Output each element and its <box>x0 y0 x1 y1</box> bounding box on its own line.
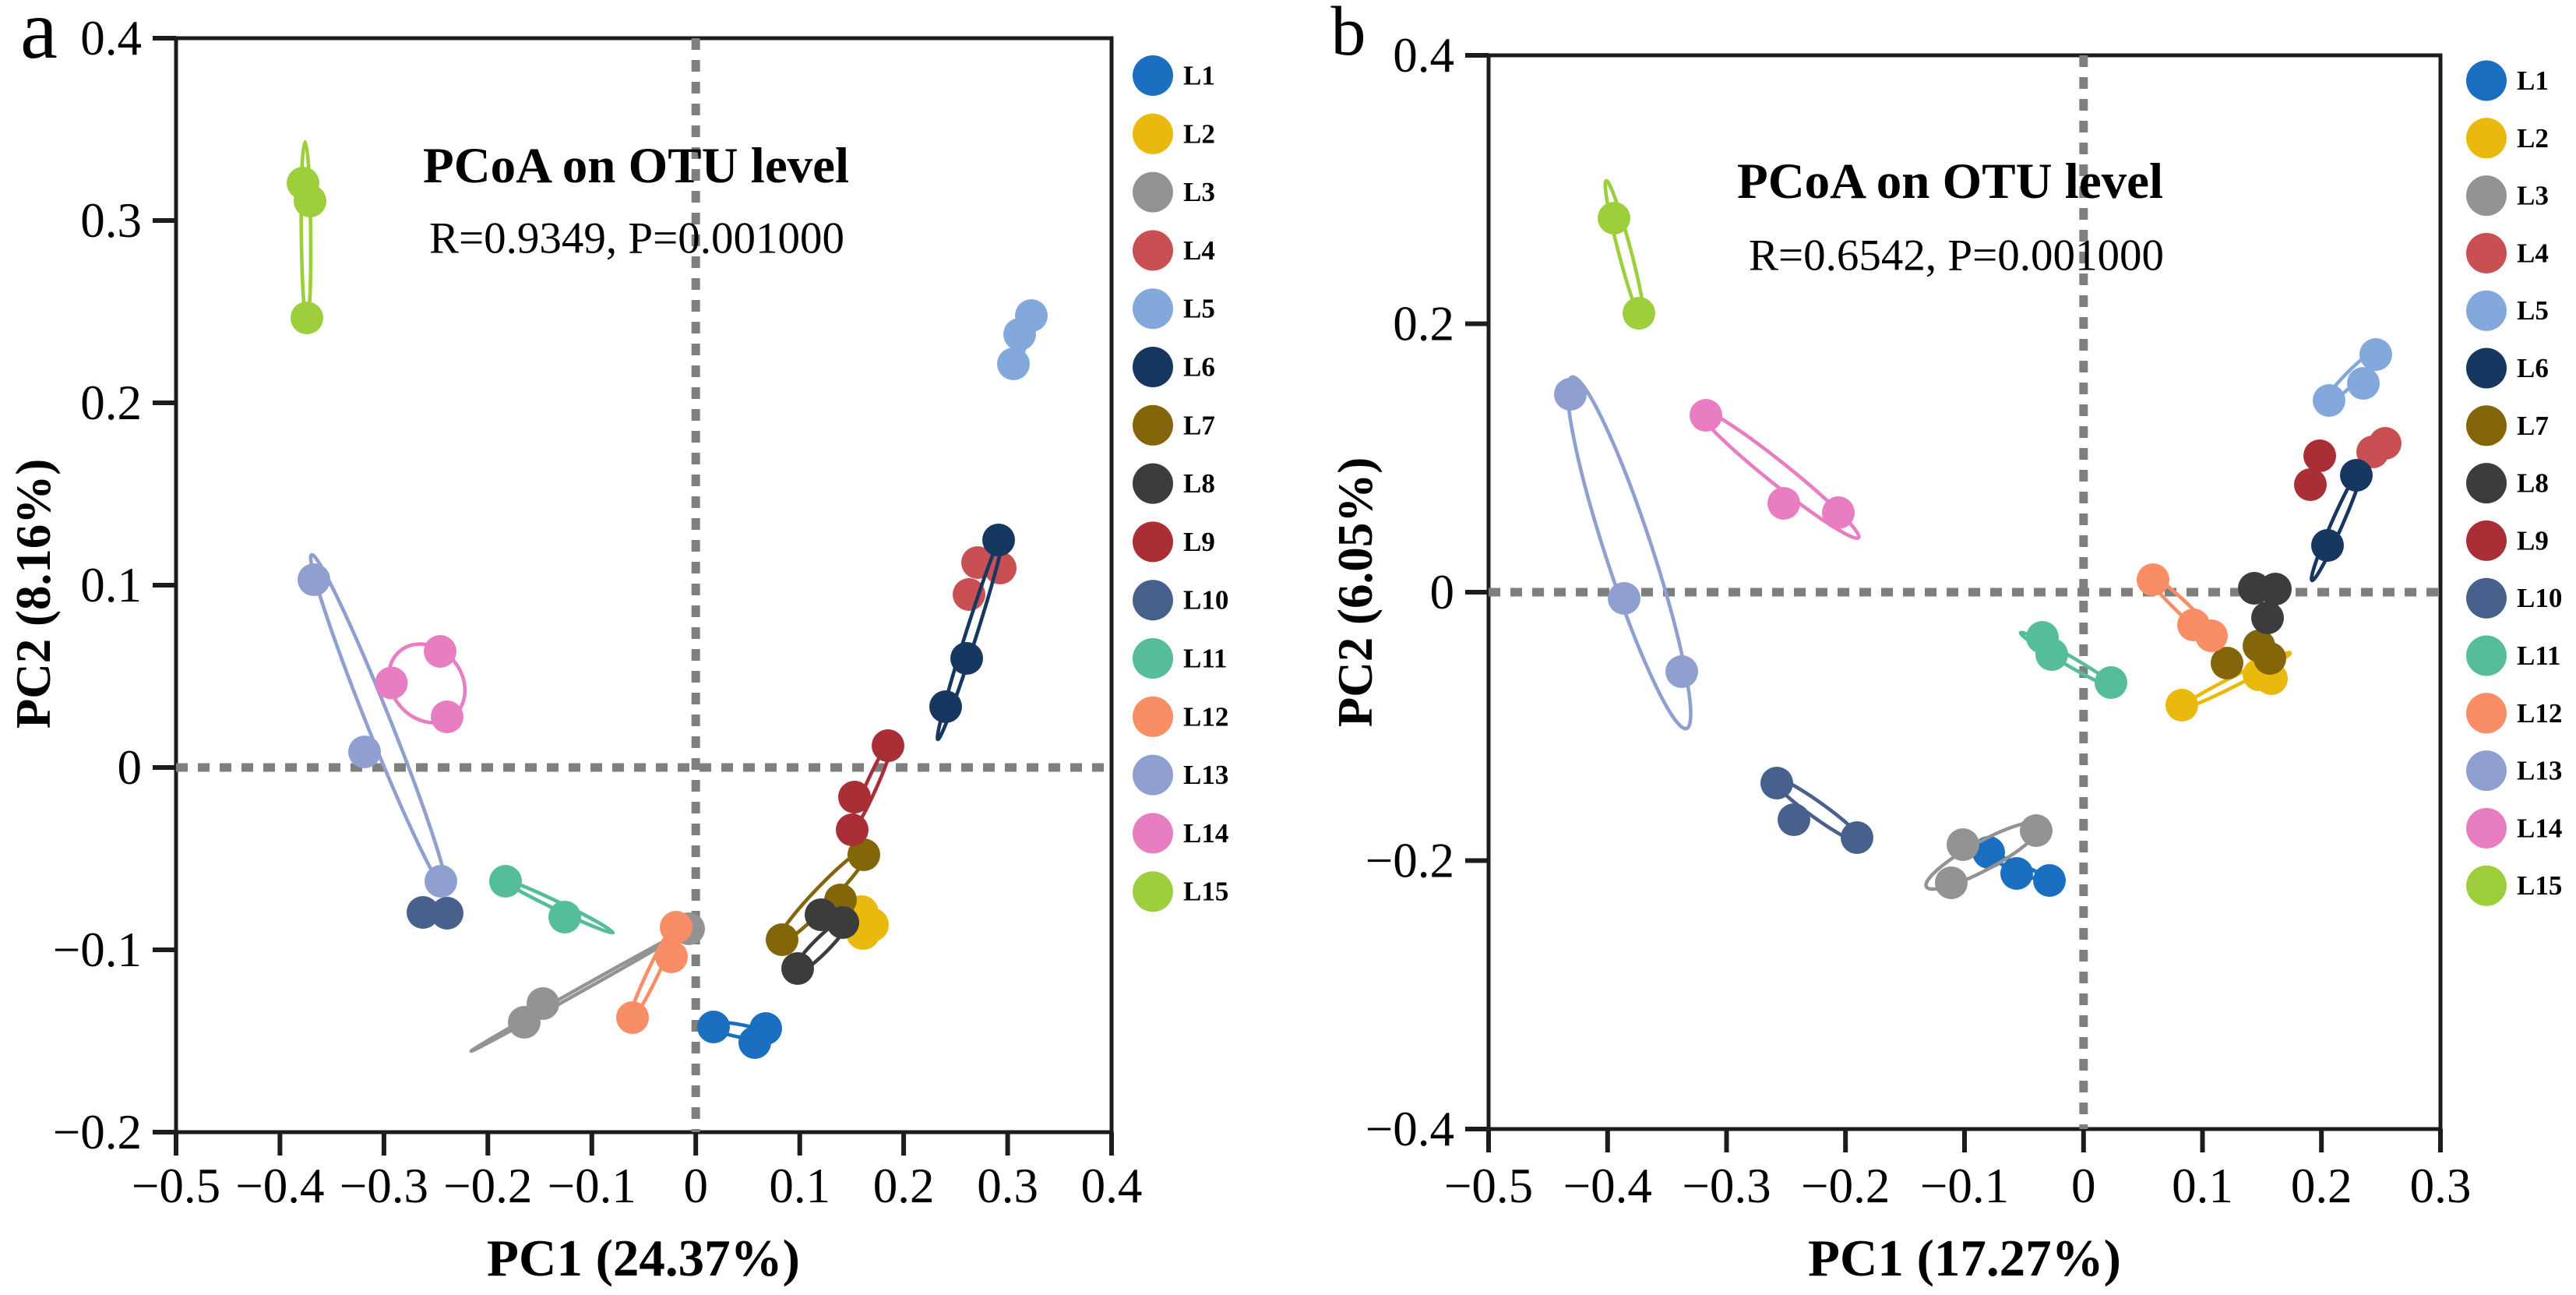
svg-text:−0.1: −0.1 <box>548 1159 636 1213</box>
svg-text:0.3: 0.3 <box>80 193 142 248</box>
svg-text:PC2 (6.05%): PC2 (6.05%) <box>1328 457 1383 727</box>
svg-text:0.2: 0.2 <box>873 1159 935 1213</box>
svg-text:L3: L3 <box>2517 181 2549 211</box>
svg-text:−0.4: −0.4 <box>235 1159 324 1213</box>
svg-text:L11: L11 <box>1183 644 1227 674</box>
svg-text:L2: L2 <box>1183 118 1215 149</box>
svg-text:a: a <box>20 0 58 76</box>
svg-text:PCoA on OTU level: PCoA on OTU level <box>423 138 849 194</box>
svg-text:L3: L3 <box>1183 177 1215 207</box>
svg-text:0.2: 0.2 <box>1393 297 1454 351</box>
svg-text:L4: L4 <box>1183 235 1215 266</box>
svg-text:L15: L15 <box>2517 870 2562 901</box>
svg-text:−0.2: −0.2 <box>53 1105 142 1159</box>
svg-text:L9: L9 <box>2517 525 2549 556</box>
svg-text:0.1: 0.1 <box>80 558 142 612</box>
svg-text:−0.2: −0.2 <box>1366 834 1454 888</box>
svg-text:0.4: 0.4 <box>1393 28 1454 83</box>
svg-text:PCoA on OTU level: PCoA on OTU level <box>1737 153 2163 210</box>
svg-text:L1: L1 <box>2517 65 2549 96</box>
svg-text:L13: L13 <box>1183 760 1228 790</box>
svg-text:0: 0 <box>683 1159 708 1213</box>
svg-text:L7: L7 <box>1183 410 1215 440</box>
svg-text:L14: L14 <box>2517 813 2562 843</box>
svg-text:PC1 (17.27%): PC1 (17.27%) <box>1808 1230 2121 1287</box>
svg-text:L10: L10 <box>1183 585 1228 616</box>
svg-text:L4: L4 <box>2517 238 2549 268</box>
svg-text:−0.2: −0.2 <box>1801 1159 1890 1213</box>
svg-text:0.1: 0.1 <box>769 1159 830 1213</box>
svg-text:L12: L12 <box>2517 698 2562 729</box>
svg-text:L1: L1 <box>1183 61 1215 91</box>
svg-text:L6: L6 <box>1183 352 1215 383</box>
svg-text:L5: L5 <box>1183 294 1215 324</box>
svg-text:PC1 (24.37%): PC1 (24.37%) <box>487 1230 800 1287</box>
svg-text:L7: L7 <box>2517 411 2549 441</box>
svg-text:0.3: 0.3 <box>2410 1159 2472 1213</box>
svg-text:−0.2: −0.2 <box>443 1159 532 1213</box>
svg-text:L2: L2 <box>2517 123 2549 153</box>
svg-text:0.1: 0.1 <box>2172 1159 2233 1213</box>
svg-text:R=0.6542, P=0.001000: R=0.6542, P=0.001000 <box>1749 231 2164 281</box>
svg-text:−0.5: −0.5 <box>132 1159 220 1213</box>
svg-text:b: b <box>1331 0 1366 70</box>
svg-text:L8: L8 <box>2517 468 2549 499</box>
svg-text:−0.3: −0.3 <box>1682 1159 1771 1213</box>
svg-text:−0.1: −0.1 <box>1920 1159 2009 1213</box>
svg-text:0.3: 0.3 <box>977 1159 1038 1213</box>
svg-text:−0.4: −0.4 <box>1366 1102 1454 1156</box>
svg-text:R=0.9349, P=0.001000: R=0.9349, P=0.001000 <box>429 214 844 263</box>
svg-text:−0.3: −0.3 <box>340 1159 428 1213</box>
svg-text:−0.4: −0.4 <box>1563 1159 1652 1213</box>
svg-text:L8: L8 <box>1183 468 1215 499</box>
svg-text:0.2: 0.2 <box>2291 1159 2352 1213</box>
svg-text:L15: L15 <box>1183 877 1228 907</box>
svg-text:0: 0 <box>1430 565 1455 619</box>
svg-text:L10: L10 <box>2517 583 2562 613</box>
svg-text:L9: L9 <box>1183 527 1215 557</box>
svg-text:−0.1: −0.1 <box>53 923 142 977</box>
svg-text:0.2: 0.2 <box>80 376 142 430</box>
svg-text:−0.5: −0.5 <box>1444 1159 1533 1213</box>
svg-text:L12: L12 <box>1183 701 1228 732</box>
svg-text:0: 0 <box>2071 1159 2096 1213</box>
svg-text:PC2 (8.16%): PC2 (8.16%) <box>6 459 61 729</box>
svg-text:L6: L6 <box>2517 353 2549 383</box>
svg-text:L11: L11 <box>2517 640 2560 671</box>
svg-text:0.4: 0.4 <box>80 11 142 65</box>
svg-text:L13: L13 <box>2517 756 2562 786</box>
svg-text:0.4: 0.4 <box>1081 1159 1143 1213</box>
svg-text:L14: L14 <box>1183 818 1228 849</box>
svg-text:0: 0 <box>118 740 143 795</box>
svg-text:L5: L5 <box>2517 295 2549 326</box>
